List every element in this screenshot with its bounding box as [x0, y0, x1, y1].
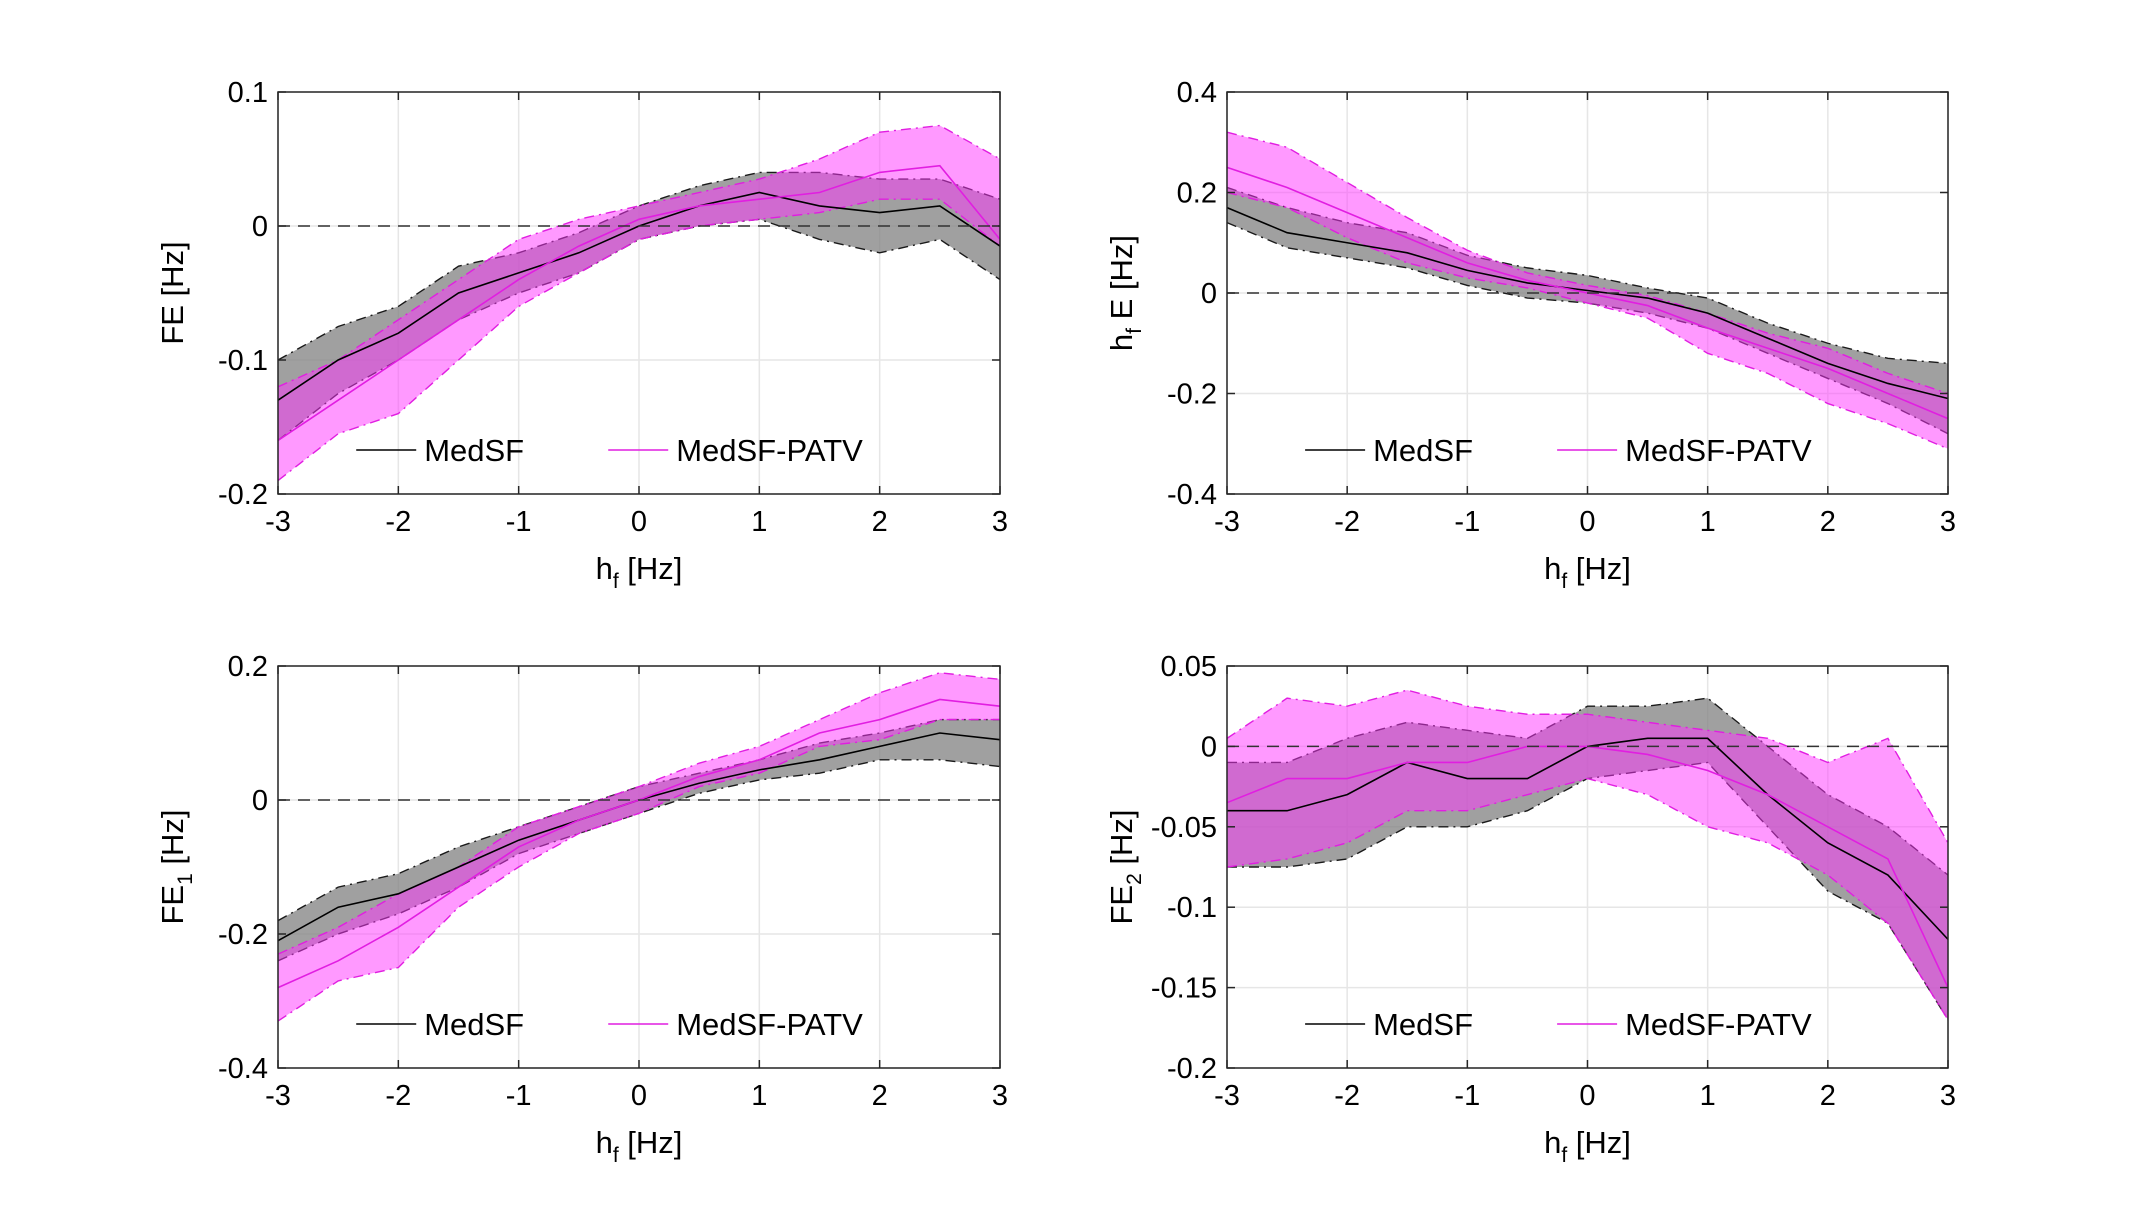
medsf-line: [1226, 206, 1949, 400]
x-tick-label: -2: [385, 506, 411, 538]
x-axis-label: hf [Hz]: [1544, 551, 1631, 593]
medsf-band: [278, 719, 1000, 961]
legend-label: MedSF: [1373, 1007, 1473, 1042]
x-tick-label: 2: [1820, 506, 1836, 538]
legend-label: MedSF-PATV: [676, 1007, 863, 1042]
x-tick-label: -1: [1454, 506, 1480, 538]
x-tick-label: 2: [872, 506, 888, 538]
x-tick-label: -2: [1334, 1080, 1360, 1112]
y-tick-label: -0.1: [218, 345, 268, 377]
y-tick-label: 0.4: [1177, 77, 1217, 109]
medsf-band-lower: [277, 218, 1001, 441]
legend: MedSF MedSF-PATV: [356, 433, 863, 468]
x-tick-label: -1: [506, 1080, 532, 1112]
x-tick-label: -2: [385, 1080, 411, 1112]
legend: MedSF MedSF-PATV: [1305, 433, 1812, 468]
panel-bottom-left: -3 -2 -1 0 1 2 3 -0.4 -0.2 0 0.2 hf [Hz] FE1 [Hz] Med…: [155, 651, 1008, 1167]
medsf-patv-band-lower: [1226, 777, 1949, 1021]
x-tick-label: 1: [1700, 1080, 1716, 1112]
x-axis-label: hf [Hz]: [596, 1125, 683, 1167]
y-tick-label: 0.2: [1177, 178, 1217, 210]
medsf-patv-line: [277, 164, 1001, 442]
medsf-patv-band: [1227, 690, 1948, 1020]
y-tick-label: 0.05: [1161, 651, 1217, 683]
x-tick-label: 1: [751, 506, 767, 538]
medsf-patv-band-lower: [277, 718, 1000, 1022]
x-tick-label: 3: [1940, 506, 1956, 538]
medsf-patv-band-lower: [277, 198, 1001, 482]
y-axis-label: FE1 [Hz]: [155, 809, 197, 924]
y-tick-label: 0: [252, 211, 268, 243]
x-tick-label: 1: [751, 1080, 767, 1112]
legend-label: MedSF-PATV: [676, 433, 863, 468]
legend-label: MedSF-PATV: [1625, 433, 1812, 468]
legend-label: MedSF: [424, 433, 524, 468]
x-tick-label: -3: [265, 506, 291, 538]
legend: MedSF MedSF-PATV: [1305, 1007, 1812, 1042]
y-tick-label: 0.2: [228, 651, 268, 683]
y-tick-label: 0: [1201, 278, 1217, 310]
y-axis-label: hf E [Hz]: [1104, 235, 1146, 351]
medsf-patv-band-upper: [1226, 689, 1949, 844]
x-tick-label: 3: [992, 506, 1008, 538]
x-tick-label: -3: [265, 1080, 291, 1112]
legend-label: MedSF-PATV: [1625, 1007, 1812, 1042]
y-tick-label: -0.2: [1167, 1053, 1217, 1085]
x-tick-label: 3: [1940, 1080, 1956, 1112]
x-axis-label: hf [Hz]: [596, 551, 683, 593]
legend: MedSF MedSF-PATV: [356, 1007, 863, 1042]
x-tick-label: 2: [872, 1080, 888, 1112]
y-tick-label: -0.15: [1151, 973, 1217, 1005]
x-tick-label: 0: [1579, 1080, 1595, 1112]
y-tick-label: -0.2: [218, 919, 268, 951]
x-tick-label: 0: [631, 506, 647, 538]
x-tick-label: 2: [1820, 1080, 1836, 1112]
x-tick-label: 0: [1579, 506, 1595, 538]
y-axis-label: FE2 [Hz]: [1104, 809, 1146, 924]
panel-bottom-right: -3 -2 -1 0 1 2 3 -0.2 -0.15 -0.1 -0.05 0 0.05 hf [Hz]…: [1104, 651, 1956, 1167]
legend-label: MedSF: [424, 1007, 524, 1042]
panel-top-left: -3 -2 -1 0 1 2 3 -0.2 -0.1 0 0.1 hf [Hz] FE [Hz] MedS…: [155, 77, 1008, 593]
y-tick-label: -0.4: [218, 1053, 268, 1085]
y-tick-label: -0.05: [1151, 812, 1217, 844]
y-tick-label: -0.4: [1167, 479, 1217, 511]
x-tick-label: 1: [1700, 506, 1716, 538]
x-tick-label: -2: [1334, 506, 1360, 538]
y-axis-label: FE [Hz]: [155, 241, 190, 344]
medsf-patv-band-upper: [277, 124, 1001, 388]
x-tick-label: -1: [506, 506, 532, 538]
medsf-band-upper: [1227, 697, 1949, 876]
medsf-patv-band-upper: [1226, 131, 1949, 395]
y-tick-label: -0.1: [1167, 892, 1217, 924]
medsf-patv-band: [278, 125, 1000, 481]
x-tick-label: 3: [992, 1080, 1008, 1112]
x-tick-label: -3: [1214, 1080, 1240, 1112]
x-tick-label: -1: [1454, 1080, 1480, 1112]
y-tick-label: -0.2: [1167, 379, 1217, 411]
y-tick-label: 0: [252, 785, 268, 817]
x-tick-label: 0: [631, 1080, 647, 1112]
panel-top-right: -3 -2 -1 0 1 2 3 -0.4 -0.2 0 0.2 0.4 hf [Hz] hf E [Hz…: [1104, 77, 1956, 593]
y-tick-label: 0.1: [228, 77, 268, 109]
y-tick-label: 0: [1201, 731, 1217, 763]
x-tick-label: -3: [1214, 506, 1240, 538]
medsf-patv-band: [278, 672, 1000, 1022]
x-axis-label: hf [Hz]: [1544, 1125, 1631, 1167]
medsf-patv-band-lower: [1226, 191, 1949, 450]
y-tick-label: -0.2: [218, 479, 268, 511]
legend-label: MedSF: [1373, 433, 1473, 468]
